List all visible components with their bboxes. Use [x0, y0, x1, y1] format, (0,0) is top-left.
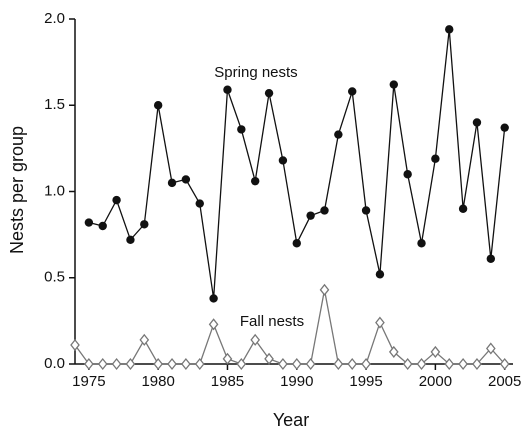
x-tick-label: 1990 — [280, 373, 313, 390]
x-tick-label: 1980 — [141, 373, 174, 390]
point — [250, 333, 261, 346]
x-tick-label: 1995 — [349, 373, 382, 390]
point — [334, 130, 343, 139]
point — [320, 206, 329, 215]
point — [195, 199, 204, 208]
point — [500, 123, 509, 132]
point — [236, 357, 247, 371]
point — [153, 101, 163, 110]
point — [348, 87, 357, 96]
point — [84, 357, 94, 371]
point — [98, 221, 107, 231]
point — [181, 357, 191, 371]
point — [347, 357, 358, 371]
point — [153, 357, 163, 371]
y-tick-label: 1.5 — [44, 96, 65, 113]
point — [458, 204, 468, 213]
point — [292, 239, 301, 248]
y-axis-label: Nests per group — [7, 126, 27, 254]
point — [485, 342, 496, 355]
x-tick-label: 2000 — [419, 373, 452, 390]
point — [111, 357, 122, 371]
point — [264, 352, 274, 365]
point — [208, 318, 219, 331]
point — [139, 333, 150, 346]
point — [306, 211, 315, 220]
point — [84, 218, 94, 227]
point — [431, 154, 440, 163]
point — [278, 156, 288, 165]
point — [264, 88, 274, 98]
point — [140, 220, 149, 229]
point — [402, 357, 413, 371]
point — [333, 357, 344, 371]
point — [194, 357, 205, 371]
x-tick-label: 1985 — [211, 373, 244, 390]
point — [181, 175, 191, 184]
annotation: Spring nests — [214, 64, 297, 81]
point — [361, 206, 371, 215]
y-tick-label: 0.0 — [44, 355, 65, 372]
y-tick-label: 1.0 — [44, 182, 65, 199]
point — [167, 357, 177, 371]
point — [222, 352, 233, 365]
point — [250, 176, 260, 186]
point — [444, 357, 455, 371]
point — [430, 345, 441, 358]
point — [389, 80, 398, 89]
y-tick-label: 0.5 — [44, 269, 65, 286]
point — [97, 357, 108, 371]
point — [472, 357, 482, 371]
point — [319, 283, 330, 296]
point — [126, 235, 135, 244]
point — [223, 85, 232, 94]
point — [112, 195, 121, 205]
x-tick-label: 1975 — [72, 373, 105, 390]
point — [70, 338, 80, 352]
point — [291, 357, 302, 371]
point — [305, 357, 316, 371]
point — [209, 294, 218, 303]
point — [445, 25, 454, 34]
point — [237, 125, 246, 134]
point — [278, 357, 288, 371]
point — [375, 270, 385, 279]
x-tick-label: 2005 — [488, 373, 521, 390]
point — [416, 357, 427, 371]
annotation: Fall nests — [240, 313, 304, 330]
point — [361, 357, 371, 371]
point — [417, 239, 426, 248]
x-axis-label: Year — [273, 410, 309, 430]
point — [388, 345, 399, 358]
point — [375, 316, 385, 329]
point — [167, 178, 177, 188]
y-tick-label: 2.0 — [44, 10, 65, 27]
point — [486, 254, 496, 263]
point — [403, 170, 412, 179]
point — [499, 357, 510, 371]
point — [125, 357, 136, 371]
point — [472, 118, 482, 127]
point — [458, 357, 468, 371]
